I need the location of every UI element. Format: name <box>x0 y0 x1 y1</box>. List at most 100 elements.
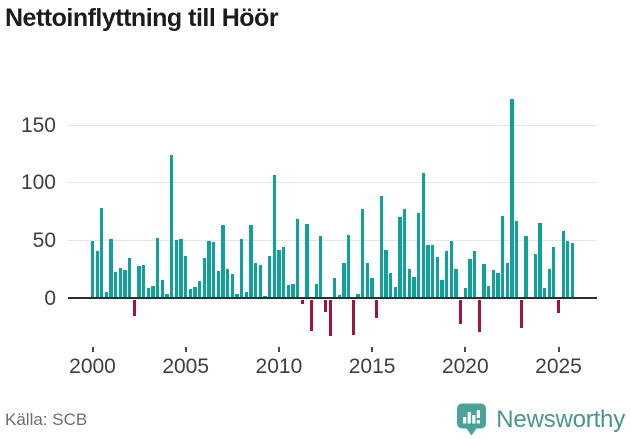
bar[interactable] <box>435 257 439 298</box>
bar[interactable] <box>198 281 202 298</box>
bar[interactable] <box>244 291 248 298</box>
bar[interactable] <box>561 230 565 298</box>
bar[interactable] <box>500 215 505 298</box>
bar[interactable] <box>440 280 444 298</box>
bar[interactable] <box>454 268 458 298</box>
bar[interactable] <box>174 239 179 298</box>
bar[interactable] <box>146 288 151 298</box>
bar[interactable] <box>216 271 220 298</box>
bar[interactable] <box>347 235 351 298</box>
bar[interactable] <box>431 244 435 298</box>
bar[interactable] <box>230 274 234 298</box>
bar[interactable] <box>333 277 337 298</box>
bar[interactable] <box>286 284 290 298</box>
bar[interactable] <box>472 251 477 298</box>
bar[interactable] <box>477 299 481 332</box>
bar[interactable] <box>109 238 113 298</box>
bar[interactable] <box>193 287 197 298</box>
bar[interactable] <box>547 268 551 298</box>
bar[interactable] <box>370 277 374 298</box>
bar[interactable] <box>253 262 258 298</box>
bar[interactable] <box>496 273 500 298</box>
bar[interactable] <box>156 237 160 298</box>
bar[interactable] <box>90 241 95 298</box>
bar[interactable] <box>342 262 346 298</box>
bar[interactable] <box>179 238 183 298</box>
bar[interactable] <box>361 208 365 298</box>
bar[interactable] <box>519 299 523 329</box>
bar[interactable] <box>337 295 342 298</box>
bar[interactable] <box>305 223 309 298</box>
bar[interactable] <box>123 269 127 298</box>
bar[interactable] <box>552 246 556 298</box>
bar[interactable] <box>566 241 570 298</box>
bar[interactable] <box>570 243 575 298</box>
bar[interactable] <box>221 224 225 298</box>
bar[interactable] <box>365 262 370 298</box>
bar[interactable] <box>426 244 430 298</box>
bar[interactable] <box>510 99 514 298</box>
bar[interactable] <box>137 266 141 298</box>
bar[interactable] <box>300 299 304 305</box>
bar[interactable] <box>379 196 384 298</box>
bar[interactable] <box>132 299 137 316</box>
bar[interactable] <box>384 250 388 298</box>
bar[interactable] <box>291 283 295 298</box>
bar[interactable] <box>272 175 276 298</box>
bar[interactable] <box>417 213 421 298</box>
bar[interactable] <box>114 272 118 298</box>
bar[interactable] <box>328 299 332 337</box>
bar[interactable] <box>239 238 244 298</box>
bar[interactable] <box>542 288 547 298</box>
bar[interactable] <box>533 253 537 298</box>
bar[interactable] <box>235 294 239 298</box>
bar[interactable] <box>151 285 155 298</box>
bar[interactable] <box>128 258 132 298</box>
bar[interactable] <box>309 299 314 331</box>
bar[interactable] <box>314 283 318 298</box>
bar[interactable] <box>463 288 467 298</box>
bar[interactable] <box>351 299 356 336</box>
bar[interactable] <box>142 265 146 298</box>
bar[interactable] <box>95 251 99 298</box>
bar[interactable] <box>277 250 281 298</box>
bar[interactable] <box>449 241 453 298</box>
bar[interactable] <box>514 221 519 298</box>
bar[interactable] <box>212 242 216 298</box>
bar[interactable] <box>184 256 188 298</box>
bar[interactable] <box>393 287 398 298</box>
bar[interactable] <box>165 294 169 298</box>
bar[interactable] <box>482 264 486 298</box>
bar[interactable] <box>281 246 286 298</box>
bar[interactable] <box>118 267 123 298</box>
bar[interactable] <box>421 173 425 298</box>
bar[interactable] <box>505 262 509 298</box>
bar[interactable] <box>556 299 561 314</box>
bar[interactable] <box>207 241 211 298</box>
bar[interactable] <box>258 265 262 298</box>
bar[interactable] <box>202 258 206 298</box>
bar[interactable] <box>249 224 253 298</box>
bar[interactable] <box>398 216 402 298</box>
bar[interactable] <box>295 219 300 298</box>
bar[interactable] <box>491 269 495 298</box>
bar[interactable] <box>188 289 192 298</box>
bar[interactable] <box>319 236 323 298</box>
bar[interactable] <box>524 236 528 298</box>
bar[interactable] <box>407 268 412 298</box>
bar[interactable] <box>412 276 416 298</box>
bar[interactable] <box>267 256 272 298</box>
bar[interactable] <box>160 280 165 298</box>
bar[interactable] <box>100 207 104 298</box>
bar[interactable] <box>458 299 463 324</box>
bar[interactable] <box>538 222 542 298</box>
bar[interactable] <box>403 208 407 298</box>
newsworthy-logo[interactable]: Newsworthy <box>456 403 625 436</box>
bar[interactable] <box>486 285 491 298</box>
bar[interactable] <box>323 299 328 313</box>
bar[interactable] <box>104 291 109 298</box>
bar[interactable] <box>356 294 360 298</box>
bar[interactable] <box>375 299 379 318</box>
bar[interactable] <box>445 251 449 298</box>
bar[interactable] <box>468 259 472 298</box>
